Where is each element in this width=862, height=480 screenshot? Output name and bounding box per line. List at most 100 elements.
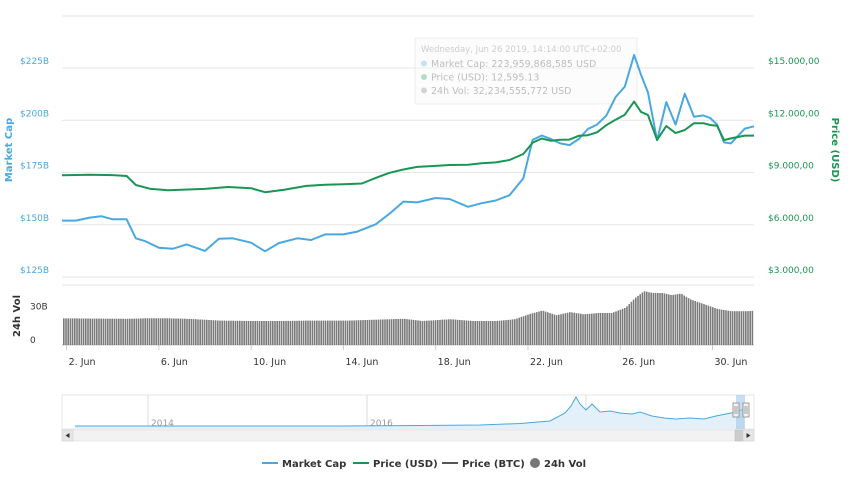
left-tick-label: $200B — [20, 109, 49, 119]
volume-bar — [626, 306, 628, 345]
volume-bar — [170, 318, 173, 345]
volume-bar — [382, 319, 384, 345]
volume-bar — [485, 321, 487, 345]
volume-bar — [723, 309, 725, 345]
navigator-handle-right[interactable] — [742, 402, 750, 418]
volume-bar — [454, 319, 457, 345]
navigator-selection[interactable] — [736, 395, 745, 429]
volume-bar — [122, 318, 124, 345]
volume-bar — [309, 320, 311, 345]
volume-bar — [91, 318, 94, 345]
tooltip-row: Market Cap: 223,959,868,585 USD — [431, 59, 596, 70]
volume-bar — [617, 310, 619, 345]
volume-bar — [729, 311, 732, 345]
volume-bar — [549, 313, 551, 345]
volume-bar — [751, 310, 754, 345]
volume-bar — [610, 313, 613, 345]
volume-bar — [439, 319, 441, 345]
volume-bar — [553, 314, 556, 345]
volume-bar — [496, 320, 498, 345]
volume-bar — [507, 319, 509, 345]
volume-tick-label: 30B — [30, 303, 48, 313]
volume-bar — [256, 321, 259, 345]
volume-bar — [250, 321, 252, 345]
x-axis-ticks: 2. Jun 6. Jun 10. Jun 14. Jun 18. Jun 22. Jun… — [66, 345, 747, 368]
legend-label[interactable]: Market Cap — [282, 459, 346, 470]
legend-label[interactable]: Price (USD) — [373, 459, 438, 470]
volume-bar — [599, 313, 602, 345]
volume-bar — [518, 317, 520, 345]
volume-bar — [263, 321, 265, 345]
volume-bar — [668, 294, 670, 345]
scrollbar-track[interactable] — [61, 429, 755, 442]
volume-bar — [452, 319, 454, 345]
volume-bar — [126, 318, 129, 345]
volume-bar — [725, 310, 727, 345]
scrollbar-thumb[interactable] — [734, 429, 745, 442]
volume-bar — [313, 320, 316, 345]
volume-bar — [137, 318, 140, 345]
volume-bar — [415, 320, 417, 345]
navigator[interactable]: 201420162018 — [61, 394, 755, 430]
volume-bar — [683, 295, 685, 345]
volume-bar — [509, 319, 512, 345]
volume-bar — [430, 320, 432, 345]
legend-label[interactable]: 24h Vol — [544, 459, 586, 470]
volume-bar — [331, 320, 333, 345]
legend-label[interactable]: Price (BTC) — [462, 459, 525, 470]
volume-bar — [641, 292, 644, 345]
volume-bar — [146, 318, 149, 345]
volume-bar — [613, 312, 615, 345]
volume-bar — [236, 320, 239, 345]
navigator-area — [75, 397, 744, 429]
volume-bar — [124, 318, 127, 345]
volume-bar — [698, 302, 701, 345]
volume-bar — [115, 318, 118, 345]
volume-bar — [441, 319, 443, 345]
volume-bar — [621, 308, 624, 345]
volume-bar — [162, 318, 164, 345]
volume-bar — [514, 319, 516, 345]
volume-bar — [606, 313, 608, 345]
volume-bar — [426, 320, 428, 345]
volume-bar — [153, 318, 155, 345]
volume-bar — [421, 321, 424, 345]
volume-bar — [67, 318, 69, 345]
volume-bar — [366, 320, 369, 345]
volume-bar — [210, 320, 212, 345]
volume-bar — [76, 318, 78, 345]
volume-bar — [604, 313, 606, 345]
volume-bar — [305, 320, 307, 345]
volume-bar — [272, 321, 274, 345]
volume-bar — [670, 295, 672, 345]
volume-bar — [494, 321, 496, 345]
navigator-scrollbar[interactable] — [61, 429, 755, 442]
volume-bar — [571, 312, 573, 345]
volume-bar — [503, 320, 505, 345]
volume-bar — [470, 320, 472, 345]
volume-bar — [212, 320, 215, 345]
volume-bar — [274, 321, 276, 345]
volume-bar — [533, 312, 536, 345]
volume-axis-ticks: 0 30B — [30, 303, 48, 346]
volume-bar — [500, 320, 503, 345]
legend-marker[interactable] — [530, 458, 540, 468]
navigator-handle-left[interactable] — [732, 402, 740, 418]
left-tick-label: $175B — [20, 162, 49, 172]
volume-bar — [591, 313, 593, 345]
volume-bar — [472, 321, 474, 345]
volume-bar — [505, 320, 507, 345]
volume-bar — [173, 318, 175, 345]
volume-bar — [481, 321, 483, 345]
volume-bar — [333, 320, 336, 345]
volume-bar — [736, 311, 738, 345]
volume-bar — [144, 318, 146, 345]
volume-bar — [107, 318, 109, 345]
volume-bar — [432, 320, 435, 345]
volume-bar — [214, 320, 217, 345]
volume-bar — [118, 318, 120, 345]
volume-bar — [443, 319, 446, 345]
volume-bar — [320, 320, 322, 345]
x-tick-label: 2. Jun — [69, 357, 96, 368]
volume-bar — [258, 321, 261, 345]
